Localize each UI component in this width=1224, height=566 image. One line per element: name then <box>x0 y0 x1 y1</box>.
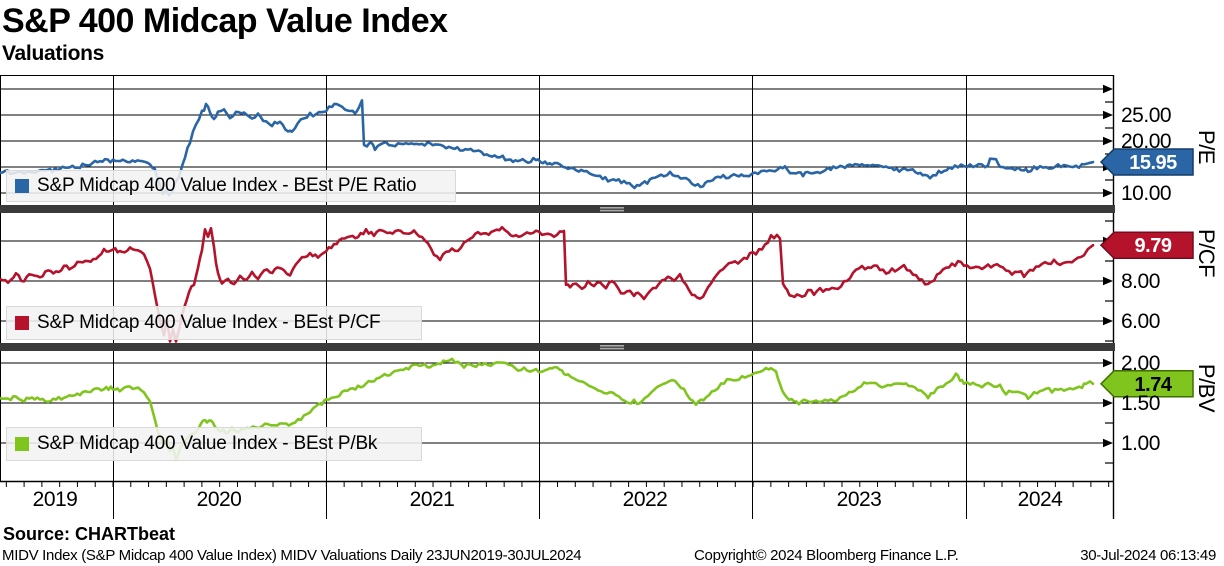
copyright-footnote: Copyright© 2024 Bloomberg Finance L.P. <box>694 547 959 564</box>
x-axis-year-label: 2021 <box>409 488 455 511</box>
legend-pcf: S&P Midcap 400 Value Index - BEst P/CF <box>6 306 422 340</box>
chart-description-footnote: MIDV Index (S&P Midcap 400 Value Index) … <box>2 547 582 564</box>
y-axis-tick-label: 1.00 <box>1121 432 1160 455</box>
timestamp-footnote: 30-Jul-2024 06:13:49 <box>1080 547 1216 564</box>
pbv-axis-title: P/BV <box>1194 363 1219 413</box>
axis-arrow-icon <box>1103 358 1113 368</box>
y-axis-tick-label: 1.50 <box>1121 392 1160 415</box>
resize-grip-icon[interactable] <box>600 209 624 212</box>
resize-grip-icon[interactable] <box>600 345 624 347</box>
pe-series-swatch-icon <box>15 179 29 193</box>
source-line: Source: CHARTbeat <box>3 524 176 544</box>
axis-arrow-icon <box>1103 438 1113 448</box>
panel-resize-handle[interactable] <box>0 205 1115 213</box>
y-axis-tick-label: 8.00 <box>1121 270 1160 293</box>
legend-pe-label: S&P Midcap 400 Value Index - BEst P/E Ra… <box>37 175 417 196</box>
pe-last-value-flag <box>1099 148 1194 176</box>
y-axis-tick-label: 20.00 <box>1121 130 1172 153</box>
legend-pcf-label: S&P Midcap 400 Value Index - BEst P/CF <box>37 312 381 333</box>
page-subtitle: Valuations <box>2 42 105 65</box>
pcf-series-swatch-icon <box>15 316 29 330</box>
value-flags: 15.95 9.79 1.74 <box>1099 148 1194 398</box>
pbv-last-value-label: 1.74 <box>1135 374 1173 396</box>
y-axis-tick-label: 10.00 <box>1121 182 1172 205</box>
axis-arrow-icon <box>1103 110 1113 120</box>
x-axis-year-label: 2023 <box>836 488 882 511</box>
y-axis-tick-label: 2.00 <box>1121 352 1160 375</box>
legend-pe-ratio: S&P Midcap 400 Value Index - BEst P/E Ra… <box>6 170 456 202</box>
page-title: S&P 400 Midcap Value Index <box>2 2 448 40</box>
axis-arrow-icon <box>1103 276 1113 286</box>
series <box>0 99 1095 461</box>
axis-arrow-icon <box>1103 188 1113 198</box>
x-axis-year-label: 2022 <box>622 488 668 511</box>
x-axis-year-label: 2020 <box>196 488 242 511</box>
axis-arrow-icon <box>1103 398 1113 408</box>
pbv-last-value-flag <box>1099 370 1194 398</box>
x-axis-year-label: 2024 <box>1017 488 1063 511</box>
resize-grip-icon[interactable] <box>600 347 624 350</box>
y-axis-tick-label: 6.00 <box>1121 310 1160 333</box>
x-axis-year-label: 2019 <box>32 488 78 511</box>
panel-resize-handle[interactable] <box>0 343 1115 351</box>
pcf-last-value-label: 9.79 <box>1135 235 1172 257</box>
pcf-last-value-flag <box>1099 231 1194 259</box>
axis-arrow-icon <box>1103 136 1113 146</box>
pcf-axis-title: P/CF <box>1194 228 1219 278</box>
legend-pbk-label: S&P Midcap 400 Value Index - BEst P/Bk <box>37 433 378 454</box>
legend-pbk: S&P Midcap 400 Value Index - BEst P/Bk <box>6 427 422 461</box>
y-axis-tick-label: 25.00 <box>1121 104 1172 127</box>
axis-arrow-icon <box>1103 84 1113 94</box>
axis-arrow-icon <box>1103 316 1113 326</box>
resize-grip-icon[interactable] <box>600 207 624 209</box>
pe-last-value-label: 15.95 <box>1129 152 1177 174</box>
pbk-series-swatch-icon <box>15 437 29 451</box>
panel-separators <box>0 205 1115 351</box>
pe-axis-title: P/E <box>1194 130 1219 164</box>
